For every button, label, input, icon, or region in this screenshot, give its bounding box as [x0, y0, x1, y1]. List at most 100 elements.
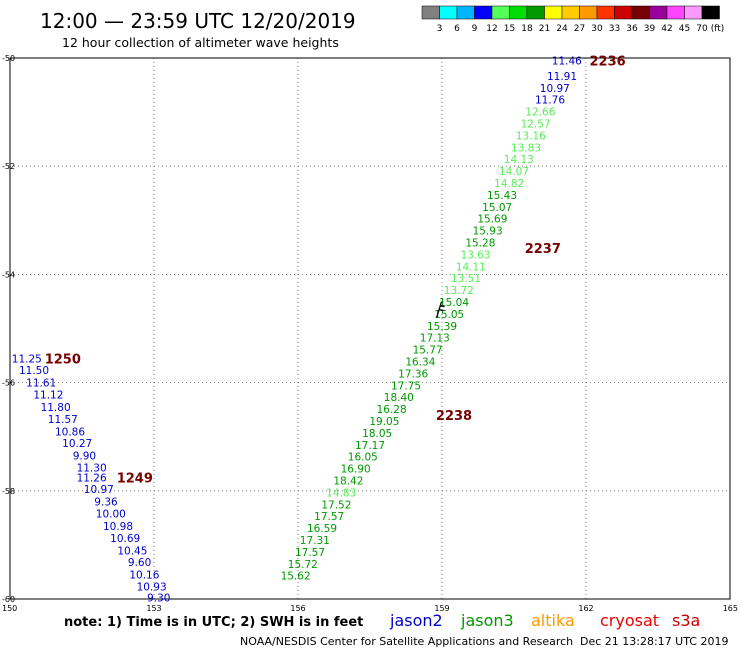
jason3-swh-label: 13.83 [511, 142, 541, 154]
color-scale-label: 42 [661, 24, 672, 34]
color-scale-label: 36 [626, 24, 638, 34]
color-scale-label: 6 [454, 24, 460, 34]
satellite-legend-s3a: s3a [672, 611, 700, 630]
color-scale-label: 15 [504, 24, 515, 34]
color-scale-swatch [526, 5, 545, 20]
jason2-swh-label: 11.57 [48, 414, 78, 426]
y-tick-label: -54 [2, 270, 15, 279]
jason2-swh-label: 10.98 [103, 521, 133, 533]
pass-time-label: 2236 [590, 55, 626, 70]
pass-time-label: 1249 [117, 471, 153, 486]
satellite-legend: jason2 jason3 altika cryosat s3a [389, 611, 700, 630]
jason2-swh-label: 10.86 [55, 426, 85, 438]
jason3-swh-label: 18.05 [362, 428, 392, 440]
color-scale-label: 24 [556, 24, 568, 34]
color-scale-label: 3 [437, 24, 443, 34]
jason3-swh-label: 15.07 [482, 202, 512, 214]
color-scale-swatch [439, 5, 458, 20]
satellite-legend-jason3: jason3 [460, 611, 514, 630]
jason3-swh-label: 15.77 [413, 345, 443, 357]
jason3-swh-label: 15.69 [477, 214, 507, 226]
color-scale-label: 12 [486, 24, 497, 34]
jason3-swh-label: 16.28 [377, 404, 407, 416]
pass-time-labels: 2236 2237 1250 2238 1249 [45, 55, 626, 487]
jason3-swh-label: 17.57 [314, 511, 344, 523]
jason3-swh-label: 15.93 [473, 226, 503, 238]
jason3-swh-label: 16.90 [341, 464, 371, 476]
plot-frame [9, 57, 731, 600]
jason2-swh-label: 10.93 [137, 582, 167, 594]
color-scale-swatch [544, 5, 563, 20]
jason3-swh-label: 17.13 [420, 333, 450, 345]
jason3-swh-label: 19.05 [369, 416, 399, 428]
jason2-swh-label: 11.61 [26, 378, 56, 390]
color-scale-label: 9 [472, 24, 478, 34]
footer-timestamp: Dec 21 13:28:17 UTC 2019 [580, 635, 728, 648]
jason3-swh-label: 13.63 [461, 249, 491, 261]
pass-time-label: 2238 [436, 409, 472, 424]
color-scale-label: 70 [696, 24, 708, 34]
color-scale-swatch [596, 5, 615, 20]
x-tick-label: 153 [146, 604, 161, 613]
grid-lines [10, 58, 730, 599]
jason3-swh-label: 17.17 [355, 440, 385, 452]
y-axis-ticks: -50 -52 -54 -56 -58 -60 [2, 54, 15, 604]
color-scale-swatch [649, 5, 668, 20]
color-scale-swatch [421, 5, 440, 20]
color-scale-label: 30 [591, 24, 603, 34]
x-tick-label: 165 [723, 604, 738, 613]
jason2-swh-label: 11.25 [12, 353, 42, 365]
jason2-swh-label: 11.50 [19, 365, 49, 377]
jason3-swh-label: 15.05 [434, 309, 464, 321]
jason2-swh-label: 11.30 [77, 463, 107, 475]
x-axis-ticks: 150 153 156 159 162 165 [2, 604, 738, 613]
jason3-swh-label: 16.34 [405, 357, 435, 369]
footer-note: note: 1) Time is in UTC; 2) SWH is in fe… [64, 615, 363, 630]
jason3-swh-label: 14.11 [456, 261, 486, 273]
x-tick-label: 159 [434, 604, 449, 613]
y-tick-label: -60 [2, 595, 15, 604]
jason3-swh-label: 17.57 [295, 547, 325, 559]
jason2-swh-label: 11.12 [33, 390, 63, 402]
jason3-swh-label: 17.75 [391, 380, 421, 392]
jason3-swh-label: 18.42 [333, 476, 363, 488]
color-scale-swatch [684, 5, 703, 20]
color-scale-label: 21 [539, 24, 550, 34]
color-scale-label: 39 [644, 24, 656, 34]
x-tick-label: 162 [578, 604, 593, 613]
y-tick-label: -52 [2, 162, 15, 171]
jason3-swh-label: 13.72 [444, 285, 474, 297]
jason2-swh-label: 11.76 [535, 95, 565, 107]
jason2-swh-label: 10.97 [84, 484, 114, 496]
chart-subtitle: 12 hour collection of altimeter wave hei… [62, 35, 339, 50]
jason2-swh-label: 11.46 [552, 56, 582, 68]
color-scale-legend: 3 6 9 12 15 18 21 24 27 30 33 36 39 42 45 70 (ft) [421, 5, 724, 34]
jason2-swh-label: 10.00 [96, 509, 126, 521]
jason3-swh-label: 14.82 [494, 178, 524, 190]
wave-height-labels: 11.4611.9110.9711.7611.2511.5011.6111.12… [12, 56, 582, 605]
x-tick-label: 150 [2, 604, 17, 613]
color-scale-swatch [491, 5, 510, 20]
jason2-swh-label: 11.26 [77, 472, 107, 484]
jason3-swh-label: 14.07 [499, 166, 529, 178]
jason2-swh-label: 10.45 [117, 545, 147, 557]
jason3-swh-label: 17.36 [398, 368, 428, 380]
jason3-swh-label: 16.59 [307, 523, 337, 535]
jason3-swh-label: 13.16 [516, 130, 546, 142]
color-scale-swatch [474, 5, 493, 20]
color-scale-swatch [456, 5, 475, 20]
color-scale-swatch [561, 5, 580, 20]
jason3-swh-label: 18.40 [384, 392, 414, 404]
jason2-swh-label: 9.90 [73, 451, 96, 463]
jason2-swh-label: 9.36 [94, 497, 118, 509]
jason2-swh-label: 9.60 [128, 557, 151, 569]
footer-credit: NOAA/NESDIS Center for Satellite Applica… [240, 635, 573, 648]
color-scale-swatch [701, 5, 720, 20]
y-tick-label: -56 [2, 379, 15, 388]
color-scale-label: 27 [574, 24, 585, 34]
color-scale-swatch [631, 5, 650, 20]
jason3-swh-label: 15.28 [465, 237, 495, 249]
x-tick-label: 156 [290, 604, 305, 613]
jason3-swh-label: 13.51 [451, 273, 481, 285]
jason3-swh-label: 15.04 [439, 297, 469, 309]
